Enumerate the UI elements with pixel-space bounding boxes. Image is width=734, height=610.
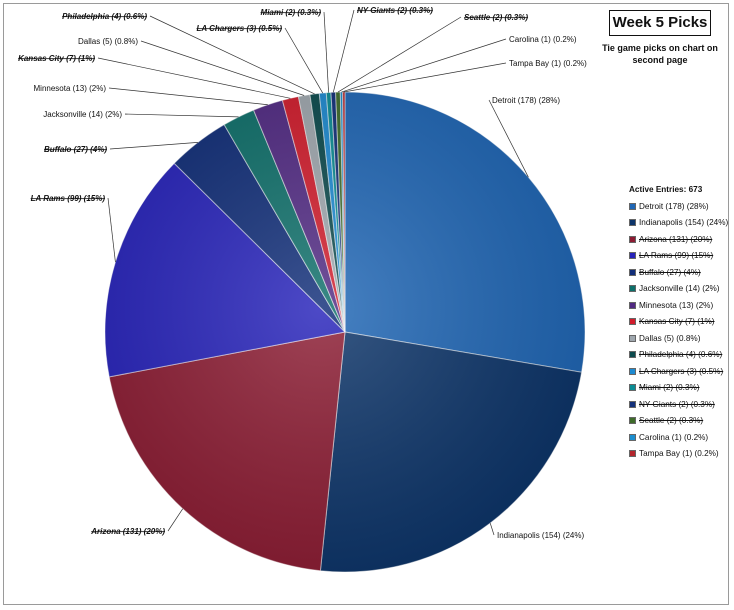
legend-label: Detroit (178) (28%)	[639, 201, 709, 211]
slice-label: Jacksonville (14) (2%)	[43, 110, 122, 119]
legend-item: Miami (2) (0.3%)	[629, 380, 731, 397]
slice-label: LA Rams (99) (15%)	[31, 194, 106, 203]
legend-item: Kansas City (7) (1%)	[629, 314, 731, 331]
legend-item: Detroit (178) (28%)	[629, 198, 731, 215]
slice-label: Dallas (5) (0.8%)	[78, 37, 138, 46]
legend-label: LA Rams (99) (15%)	[639, 251, 714, 261]
legend-label: Tampa Bay (1) (0.2%)	[639, 449, 719, 459]
leader-line	[343, 62, 507, 93]
legend-label: LA Chargers (3) (0.5%)	[639, 366, 724, 376]
slice-label: Tampa Bay (1) (0.2%)	[509, 59, 587, 68]
legend-swatch	[629, 367, 636, 375]
slice-label: Detroit (178) (28%)	[492, 96, 560, 105]
slice-label: Minnesota (13) (2%)	[34, 84, 107, 93]
legend-item: Tampa Bay (1) (0.2%)	[629, 446, 731, 463]
legend-swatch	[629, 334, 636, 342]
legend-swatch	[629, 252, 636, 260]
slice-label: NY Giants (2) (0.3%)	[357, 6, 433, 15]
legend-swatch	[629, 301, 636, 309]
leader-line	[332, 9, 355, 93]
legend-label: NY Giants (2) (0.3%)	[639, 399, 715, 409]
legend: Active Entries: 673 Detroit (178) (28%) I…	[629, 185, 731, 462]
legend-item: Arizona (131) (20%)	[629, 231, 731, 248]
leader-line	[323, 11, 329, 93]
legend-swatch	[629, 202, 636, 210]
leader-line	[124, 113, 239, 118]
legend-label: Kansas City (7) (1%)	[639, 317, 715, 327]
legend-swatch	[629, 268, 636, 276]
legend-title: Active Entries: 673	[629, 185, 703, 194]
slice-label: Arizona (131) (20%)	[90, 527, 165, 536]
legend-label: Jacksonville (14) (2%)	[639, 284, 720, 294]
legend-item: NY Giants (2) (0.3%)	[629, 396, 731, 413]
leader-line	[489, 522, 495, 536]
legend-label: Seattle (2) (0.3%)	[639, 416, 704, 426]
leader-line	[109, 141, 198, 150]
leader-line	[108, 87, 268, 106]
legend-label: Arizona (131) (20%)	[639, 234, 713, 244]
legend-item: Buffalo (27) (4%)	[629, 264, 731, 281]
legend-swatch	[629, 219, 636, 227]
legend-label: Philadelphia (4) (0.6%)	[639, 350, 723, 360]
legend-item: Seattle (2) (0.3%)	[629, 413, 731, 430]
legend-item: Indianapolis (154) (24%)	[629, 215, 731, 232]
chart-title: Week 5 Picks	[609, 10, 711, 36]
slice-label: Kansas City (7) (1%)	[18, 54, 95, 63]
slice-label: Miami (2) (0.3%)	[261, 8, 322, 17]
legend-label: Buffalo (27) (4%)	[639, 267, 701, 277]
legend-swatch	[629, 384, 636, 392]
slice-label: LA Chargers (3) (0.5%)	[197, 24, 283, 33]
legend-label: Indianapolis (154) (24%)	[639, 218, 729, 228]
pie-slice-detroit	[344, 91, 586, 373]
leader-line	[107, 197, 116, 263]
legend-swatch	[629, 400, 636, 408]
legend-label: Minnesota (13) (2%)	[639, 300, 714, 310]
leader-line	[97, 57, 291, 99]
legend-item: Dallas (5) (0.8%)	[629, 330, 731, 347]
slice-label: Indianapolis (154) (24%)	[497, 531, 584, 540]
slice-label: Philadelphia (4) (0.6%)	[62, 12, 147, 21]
legend-swatch	[629, 235, 636, 243]
leader-line	[149, 15, 315, 95]
legend-label: Miami (2) (0.3%)	[639, 383, 700, 393]
legend-swatch	[629, 450, 636, 458]
legend-item: LA Rams (99) (15%)	[629, 248, 731, 265]
leader-line	[284, 27, 324, 94]
legend-swatch	[629, 318, 636, 326]
leader-line	[167, 508, 183, 532]
legend-swatch	[629, 433, 636, 441]
legend-label: Dallas (5) (0.8%)	[639, 333, 701, 343]
legend-item: Minnesota (13) (2%)	[629, 297, 731, 314]
leader-line	[140, 40, 305, 96]
slice-label: Seattle (2) (0.3%)	[464, 13, 528, 22]
legend-item: Carolina (1) (0.2%)	[629, 429, 731, 446]
legend-swatch	[629, 417, 636, 425]
slice-label: Carolina (1) (0.2%)	[509, 35, 577, 44]
leader-line	[341, 38, 507, 93]
leader-line	[337, 16, 462, 93]
legend-swatch	[629, 285, 636, 293]
legend-item: LA Chargers (3) (0.5%)	[629, 363, 731, 380]
slice-label: Buffalo (27) (4%)	[44, 145, 107, 154]
leader-line	[488, 99, 529, 178]
legend-label: Carolina (1) (0.2%)	[639, 432, 709, 442]
chart-subtitle: Tie game picks on chart on second page	[602, 43, 718, 65]
legend-item: Jacksonville (14) (2%)	[629, 281, 731, 298]
legend-swatch	[629, 351, 636, 359]
legend-item: Philadelphia (4) (0.6%)	[629, 347, 731, 364]
